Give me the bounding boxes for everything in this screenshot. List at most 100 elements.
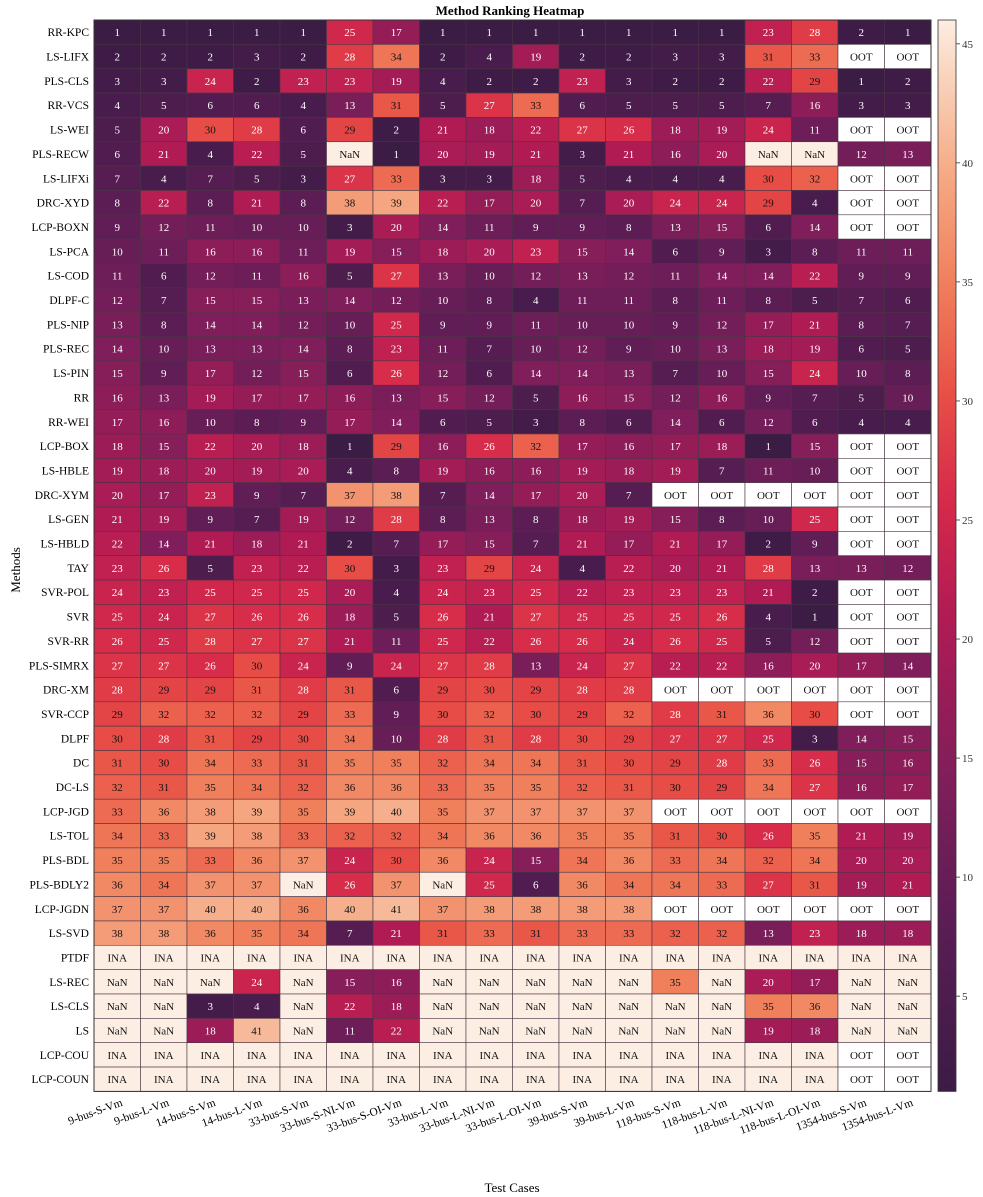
cell-value-label: 30 xyxy=(437,709,449,721)
cell-value-label: 19 xyxy=(112,465,124,477)
cell-value-label: 20 xyxy=(251,441,263,453)
row-label: LS-REC xyxy=(49,977,89,989)
cell-value-label: 40 xyxy=(205,904,217,916)
cell-value-label: 33 xyxy=(716,879,728,891)
cell-value-label: 9 xyxy=(626,344,632,356)
cell-value-label: 22 xyxy=(484,636,495,648)
heatmap-cell xyxy=(698,360,746,386)
cell-value-label: 4 xyxy=(533,295,539,307)
heatmap-cell xyxy=(419,944,467,970)
heatmap-cell xyxy=(744,969,792,995)
cell-value-label: 37 xyxy=(344,490,356,502)
heatmap-cell xyxy=(465,823,513,849)
heatmap-cell xyxy=(791,531,839,556)
heatmap-cell xyxy=(140,944,188,970)
cell-value-label: 31 xyxy=(344,685,355,697)
cell-value-label: 29 xyxy=(484,563,496,575)
cell-value-label: 19 xyxy=(902,831,914,843)
cell-value-label: 24 xyxy=(391,660,403,672)
heatmap-cell xyxy=(419,823,467,849)
cell-value-label: 25 xyxy=(158,636,170,648)
cell-value-label: INA xyxy=(712,1050,732,1062)
cell-value-label: 2 xyxy=(161,52,167,64)
cell-value-label: 1 xyxy=(859,76,865,88)
heatmap-cell xyxy=(698,677,746,703)
cell-value-label: OOT xyxy=(757,685,780,697)
cell-value-label: INA xyxy=(665,952,685,964)
cell-value-label: NaN xyxy=(525,977,546,989)
cell-value-label: 37 xyxy=(112,904,124,916)
heatmap-cell xyxy=(512,993,560,1019)
heatmap-cell xyxy=(326,19,374,45)
cell-value-label: 10 xyxy=(623,319,635,331)
cell-value-label: 40 xyxy=(344,904,356,916)
cell-value-label: 26 xyxy=(484,441,496,453)
cell-value-label: 3 xyxy=(719,52,725,64)
heatmap-cell xyxy=(186,214,234,240)
cell-value-label: 7 xyxy=(301,490,307,502)
cell-value-label: 5 xyxy=(115,125,121,137)
heatmap-cell xyxy=(372,311,420,337)
heatmap-cell xyxy=(419,165,467,191)
cell-value-label: 32 xyxy=(670,928,681,940)
heatmap-cell xyxy=(419,190,467,216)
cell-value-label: 7 xyxy=(347,928,353,940)
cell-value-label: 16 xyxy=(577,392,589,404)
cell-value-label: 20 xyxy=(856,855,868,867)
heatmap-cell xyxy=(186,555,234,581)
heatmap-cell xyxy=(512,774,560,800)
cell-value-label: 38 xyxy=(484,904,496,916)
cell-value-label: 32 xyxy=(809,173,820,185)
colorbar-tick-label: 20 xyxy=(962,634,974,646)
cell-value-label: 15 xyxy=(344,977,356,989)
heatmap-cell xyxy=(884,944,932,970)
heatmap-cell xyxy=(605,896,653,922)
cell-value-label: 32 xyxy=(763,855,774,867)
heatmap-cell xyxy=(93,1042,141,1068)
cell-value-label: 4 xyxy=(487,52,493,64)
heatmap-cell xyxy=(140,92,188,118)
cell-value-label: 2 xyxy=(533,76,539,88)
heatmap-cell xyxy=(837,214,885,240)
heatmap-cell xyxy=(698,871,746,897)
heatmap-cell xyxy=(372,871,420,897)
heatmap-cell xyxy=(884,165,932,191)
heatmap-cell xyxy=(140,628,188,654)
cell-value-label: 14 xyxy=(577,368,589,380)
heatmap-cell xyxy=(651,1066,699,1092)
cell-value-label: 30 xyxy=(158,758,170,770)
cell-value-label: 3 xyxy=(580,149,586,161)
cell-value-label: NaN xyxy=(339,149,360,161)
heatmap-cell xyxy=(93,920,141,946)
cell-value-label: 1 xyxy=(766,441,772,453)
cell-value-label: INA xyxy=(805,952,825,964)
heatmap-cell xyxy=(465,190,513,216)
cell-value-label: 11 xyxy=(809,125,820,137)
cell-value-label: INA xyxy=(107,1050,127,1062)
heatmap-cell xyxy=(419,677,467,703)
heatmap-cell xyxy=(233,165,281,191)
heatmap-cell xyxy=(512,652,560,678)
cell-value-label: NaN xyxy=(200,977,221,989)
heatmap-cell xyxy=(465,360,513,386)
heatmap-cell xyxy=(233,117,281,143)
cell-value-label: 18 xyxy=(112,441,124,453)
heatmap-cell xyxy=(558,238,606,264)
heatmap-cell xyxy=(326,604,374,630)
heatmap-cell xyxy=(279,311,327,337)
heatmap-cell xyxy=(326,677,374,703)
heatmap-cell xyxy=(419,701,467,727)
cell-value-label: NaN xyxy=(897,1026,918,1038)
heatmap-cell xyxy=(605,457,653,483)
row-label: SVR-CCP xyxy=(41,709,89,721)
cell-value-label: 21 xyxy=(158,149,169,161)
heatmap-cell xyxy=(93,68,141,94)
heatmap-cell xyxy=(791,1042,839,1068)
heatmap-cell xyxy=(140,165,188,191)
heatmap-cell xyxy=(744,750,792,776)
cell-value-label: 23 xyxy=(391,344,403,356)
cell-value-label: 17 xyxy=(158,490,170,502)
heatmap-cell xyxy=(140,19,188,45)
cell-value-label: 16 xyxy=(670,149,682,161)
cell-value-label: NaN xyxy=(665,1001,686,1013)
